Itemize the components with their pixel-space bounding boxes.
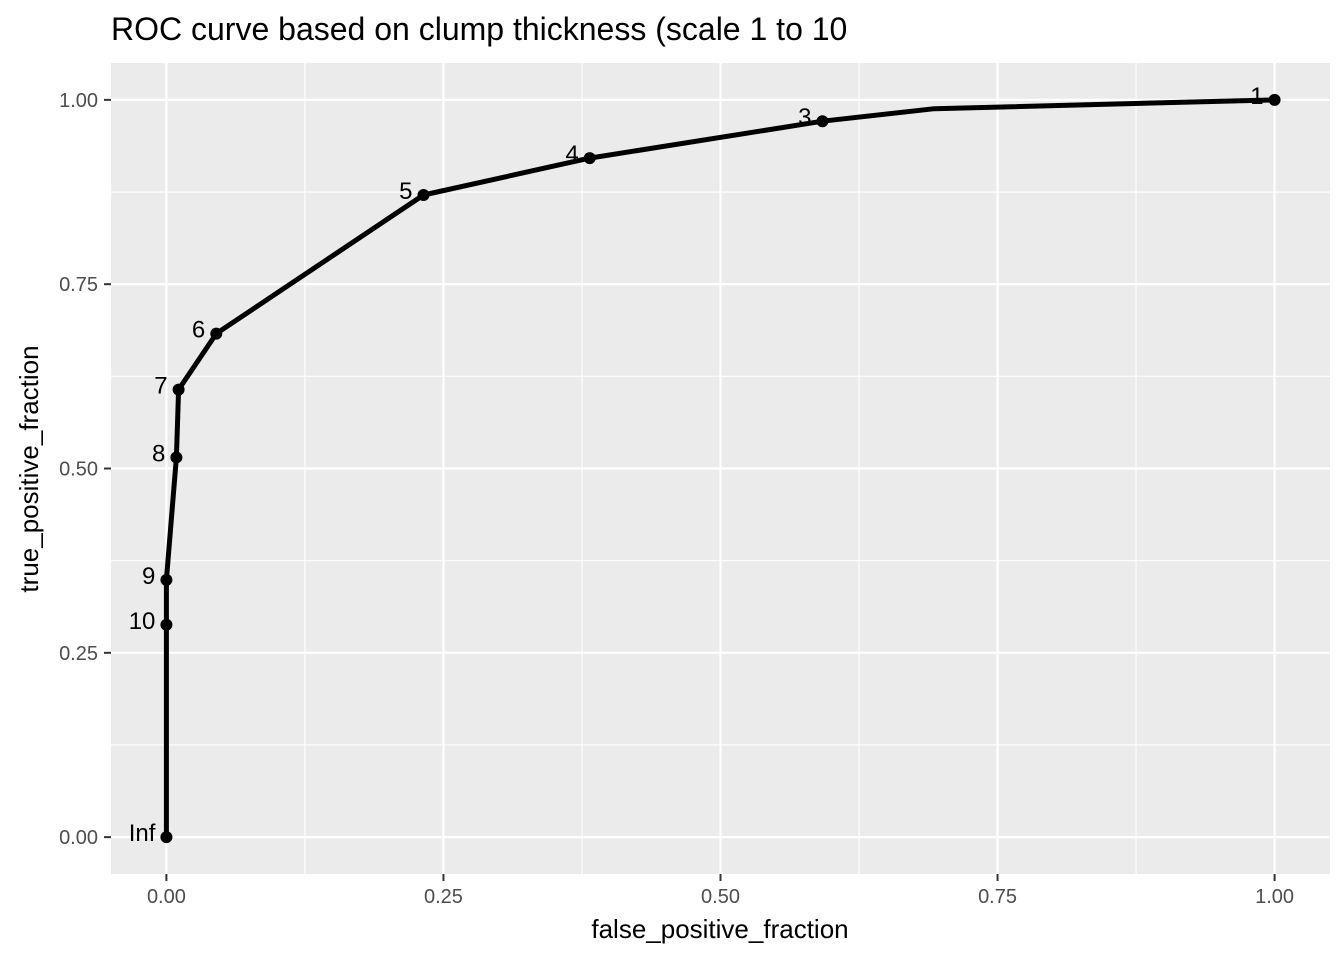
cutoff-label: 10 [129,608,156,635]
cutoff-label: 3 [798,104,811,131]
roc-point-labels: Inf 10 9 8 7 6 5 4 3 1 [129,83,1264,847]
cutoff-label: 6 [192,317,205,344]
y-axis-title: true_positive_fraction [14,345,44,592]
x-axis: 0.00 0.25 0.50 0.75 1.00 [147,874,1294,908]
x-tick-label: 0.50 [701,886,740,908]
cutoff-label: 5 [399,178,412,205]
cutoff-label: Inf [129,820,156,847]
y-tick-label: 0.00 [59,827,98,849]
x-tick-label: 0.75 [978,886,1017,908]
chart-title: ROC curve based on clump thickness (scal… [111,11,847,47]
x-tick-label: 1.00 [1255,886,1294,908]
roc-point [160,618,173,631]
roc-point [583,152,596,165]
roc-points [160,93,1281,844]
major-gridlines [111,63,1330,874]
roc-point [210,327,223,340]
y-tick-label: 0.50 [59,459,98,481]
roc-point [172,383,185,396]
y-tick-label: 0.25 [59,643,98,665]
cutoff-label: 1 [1250,83,1263,110]
roc-point [816,115,829,128]
x-tick-label: 0.25 [424,886,463,908]
x-tick-label: 0.00 [147,886,186,908]
y-tick-label: 0.75 [59,274,98,296]
roc-point [170,451,183,464]
roc-point [160,831,173,844]
y-axis: 0.00 0.25 0.50 0.75 1.00 [59,90,111,849]
cutoff-label: 8 [152,440,165,467]
cutoff-label: 9 [142,563,155,590]
roc-point [1268,93,1281,106]
roc-point [160,573,173,586]
roc-point [417,188,430,201]
cutoff-label: 7 [154,373,167,400]
x-axis-title: false_positive_fraction [591,914,848,944]
y-tick-label: 1.00 [59,90,98,112]
cutoff-label: 4 [565,141,578,168]
